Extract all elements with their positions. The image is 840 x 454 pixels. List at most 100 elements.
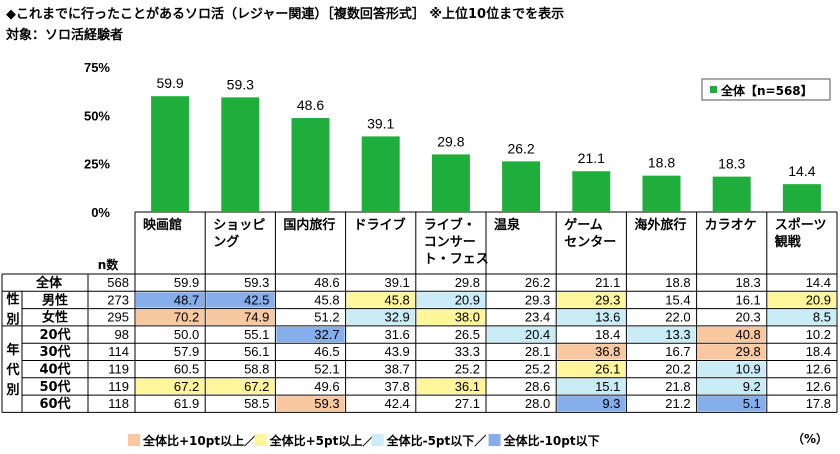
cell-highlight (416, 309, 485, 325)
row-n: 118 (108, 396, 129, 411)
row-label: 30代 (39, 344, 70, 360)
bar-value-label: 59.3 (227, 76, 254, 92)
group-label: 性 (6, 292, 19, 308)
highlight-legend-label: 全体比-10pt以下 (503, 433, 600, 448)
category-label: 温泉 (494, 217, 521, 233)
table-cell: 56.1 (244, 344, 269, 359)
cell-highlight (136, 292, 205, 308)
table-cell: 18.4 (806, 344, 831, 359)
table-cell: 67.2 (244, 379, 269, 394)
cell-highlight (697, 378, 766, 395)
cell-highlight (206, 378, 275, 395)
highlight-legend-swatch (488, 434, 501, 446)
cell-highlight (346, 292, 415, 308)
cell-highlight (416, 378, 485, 395)
table-cell: 32.9 (384, 310, 409, 325)
bar (221, 97, 260, 212)
table-cell: 29.3 (525, 292, 550, 307)
table-cell: 39.1 (384, 275, 409, 290)
cell-highlight (557, 378, 626, 395)
row-label: 60代 (39, 396, 70, 412)
bar (502, 161, 541, 212)
highlight-legend-label: 全体比-5pt以下／ (386, 433, 487, 448)
table-cell: 18.8 (665, 275, 690, 290)
table-cell: 14.4 (806, 275, 831, 290)
table-cell: 46.5 (314, 344, 339, 359)
table-cell: 28.0 (525, 396, 550, 411)
table-cell: 26.5 (455, 327, 480, 342)
cell-highlight (136, 378, 205, 395)
table-cell: 8.5 (813, 310, 831, 325)
bar-value-label: 26.2 (507, 140, 534, 156)
table-cell: 48.6 (314, 275, 339, 290)
table-cell: 70.2 (174, 310, 199, 325)
table-cell: 58.5 (244, 396, 269, 411)
chart-title: ◆これまでに行ったことがあるソロ活（レジャー関連）［複数回答形式］ ※上位10位… (6, 7, 565, 22)
y-tick-label: 75% (84, 60, 110, 75)
table-cell: 52.1 (314, 362, 339, 377)
table-cell: 40.8 (735, 327, 760, 342)
table-cell: 61.9 (174, 396, 199, 411)
cell-highlight (206, 309, 275, 325)
table-cell: 28.1 (525, 344, 550, 359)
table-cell: 20.2 (665, 362, 690, 377)
chart-subtitle: 対象：ソロ活経験者 (6, 28, 124, 43)
highlight-legend-label: 全体比+5pt以上／ (269, 433, 375, 448)
category-label: 観戦 (774, 234, 802, 250)
cell-highlight (487, 326, 556, 343)
table-cell: 25.2 (455, 362, 480, 377)
cell-highlight (697, 361, 766, 377)
table-cell: 5.1 (743, 396, 761, 411)
category-label: ライブ・ (424, 217, 476, 233)
table-cell: 16.7 (665, 344, 690, 359)
cell-highlight (276, 326, 345, 343)
table-cell: 25.2 (525, 362, 550, 377)
category-label: ドライブ (354, 217, 406, 233)
unit-note: （%） (791, 432, 828, 446)
row-label: 女性 (42, 310, 68, 326)
bar-value-label: 48.6 (297, 97, 324, 113)
table-cell: 12.6 (806, 362, 831, 377)
table-cell: 29.8 (735, 344, 760, 359)
table-cell: 20.3 (735, 310, 760, 325)
table-cell: 36.1 (455, 379, 480, 394)
category-label: ショッピ (213, 218, 265, 233)
table-cell: 50.0 (174, 327, 199, 342)
category-label: 海外旅行 (634, 217, 686, 233)
table-cell: 49.6 (314, 379, 339, 394)
row-n: 119 (108, 362, 129, 377)
group-label: 別 (5, 383, 19, 398)
table-cell: 36.8 (595, 344, 620, 359)
table-cell: 10.2 (806, 327, 831, 342)
bar (782, 184, 821, 212)
category-label: ゲーム (564, 217, 603, 233)
table-cell: 43.9 (384, 344, 409, 359)
table-cell: 26.2 (525, 275, 550, 290)
y-tick-label: 25% (84, 157, 110, 172)
category-label: スポーツ (775, 217, 827, 233)
n-header: n数 (98, 257, 120, 272)
table-cell: 74.9 (244, 310, 269, 325)
table-cell: 9.2 (743, 379, 761, 394)
legend-box (701, 78, 831, 101)
table-cell: 23.4 (525, 310, 550, 325)
table-cell: 48.7 (174, 292, 199, 307)
table-cell: 42.5 (244, 292, 269, 307)
cell-highlight (206, 292, 275, 308)
bar (151, 96, 190, 212)
table-cell: 13.3 (665, 327, 690, 342)
table-cell: 27.1 (455, 396, 480, 411)
y-tick-label: 0% (91, 205, 110, 220)
legend-swatch (710, 86, 717, 93)
cell-highlight (557, 344, 626, 360)
table-cell: 59.3 (244, 275, 269, 290)
table-cell: 29.3 (595, 292, 620, 307)
table-cell: 59.3 (314, 396, 339, 411)
row-n: 98 (115, 327, 129, 342)
table-cell: 21.2 (665, 396, 690, 411)
bar (431, 154, 470, 212)
category-label: ング (213, 234, 239, 250)
cell-highlight (767, 292, 836, 308)
bar (291, 118, 330, 212)
